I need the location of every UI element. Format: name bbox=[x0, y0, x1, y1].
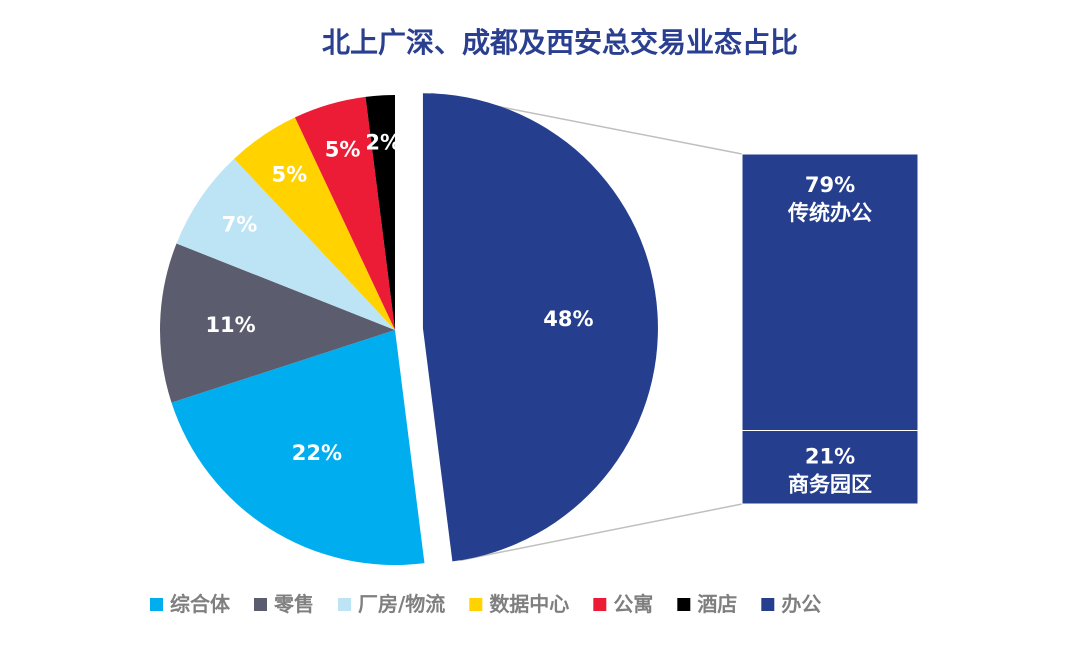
slice-label-公寓: 5% bbox=[325, 137, 361, 161]
pie-slice-综合体 bbox=[171, 330, 425, 566]
legend-label-酒店: 酒店 bbox=[697, 592, 737, 616]
bar-segment-商务园区 bbox=[741, 430, 919, 505]
pie: 48%22%11%7%5%5% 2% bbox=[160, 93, 658, 566]
legend-swatch-零售 bbox=[254, 598, 267, 611]
legend-swatch-数据中心 bbox=[469, 598, 483, 611]
bar-name-传统办公: 传统办公 bbox=[787, 201, 872, 225]
slice-label-厂房-物流: 7% bbox=[222, 212, 258, 236]
bar-value-商务园区: 21% bbox=[805, 444, 855, 468]
legend-label-零售: 零售 bbox=[273, 592, 314, 616]
legend: 综合体 零售 厂房/物流 数据中心 公寓 酒店 办公 bbox=[150, 592, 821, 616]
slice-label-酒店: 2% bbox=[365, 130, 401, 154]
legend-swatch-办公 bbox=[761, 598, 775, 611]
legend-label-厂房-物流: 厂房/物流 bbox=[358, 592, 445, 616]
legend-swatch-厂房-物流 bbox=[338, 598, 351, 611]
legend-label-数据中心: 数据中心 bbox=[489, 592, 569, 616]
slice-label-办公: 48% bbox=[543, 307, 593, 331]
pie-slice-公寓 bbox=[294, 96, 395, 330]
legend-swatch-公寓 bbox=[593, 598, 607, 611]
slice-label-数据中心: 5% bbox=[272, 163, 308, 187]
chart-title: 北上广深、成都及西安总交易业态占比 bbox=[322, 26, 798, 59]
pie-slice-办公 bbox=[422, 93, 658, 562]
legend-label-办公: 办公 bbox=[781, 592, 821, 616]
bar-value-传统办公: 79% bbox=[805, 173, 855, 197]
breakdown-bar: 79% 传统办公 21% 商务园区 bbox=[741, 153, 919, 505]
pie-slice-零售 bbox=[160, 243, 395, 403]
legend-label-公寓: 公寓 bbox=[613, 592, 653, 616]
connector-line-bottom bbox=[460, 503, 743, 561]
pie-slice-数据中心 bbox=[234, 117, 395, 330]
pie-slice-酒店 bbox=[365, 95, 395, 330]
pie-slice-厂房-物流 bbox=[176, 158, 395, 330]
bar-segment-传统办公 bbox=[741, 153, 919, 431]
slice-label-综合体: 22% bbox=[292, 441, 342, 465]
bar-name-商务园区: 商务园区 bbox=[788, 472, 872, 496]
slice-label-零售: 11% bbox=[205, 313, 255, 337]
legend-label-综合体: 综合体 bbox=[170, 592, 231, 616]
legend-swatch-综合体 bbox=[150, 598, 163, 611]
legend-swatch-酒店 bbox=[677, 598, 691, 611]
